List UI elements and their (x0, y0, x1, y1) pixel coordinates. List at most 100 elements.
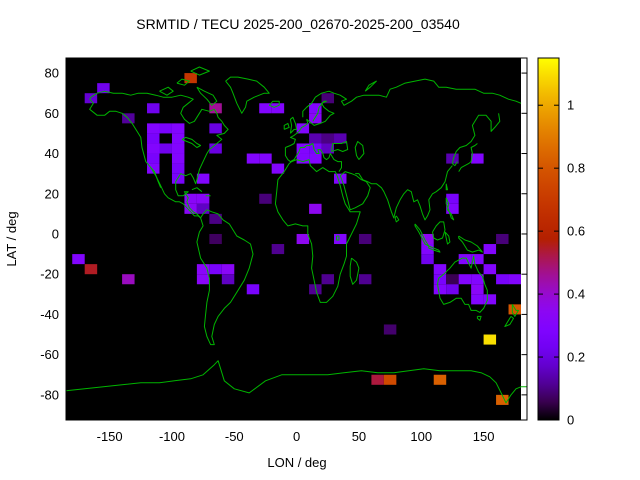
heatmap-cell (309, 113, 322, 124)
heatmap-cell (171, 173, 185, 184)
heatmap-cell (309, 143, 322, 154)
heatmap-cell (209, 264, 222, 275)
coastline (284, 143, 342, 172)
heatmap-cell (483, 244, 497, 255)
heatmap-cell (458, 274, 472, 285)
coastline (302, 78, 522, 118)
heatmap-cell (309, 103, 322, 114)
plot-border (65, 57, 528, 421)
heatmap-cell (97, 83, 110, 94)
heatmap-cell (433, 264, 447, 275)
coastline (354, 141, 365, 160)
heatmap-cell (446, 153, 459, 164)
heatmap-cell (471, 294, 484, 305)
y-tick-label: 80 (45, 66, 59, 81)
colorbar-border (537, 57, 560, 421)
chart-title: SRMTID / TECU 2025-200_02670-2025-200_03… (136, 16, 460, 32)
heatmap-cell (171, 153, 185, 164)
heatmap-cell (159, 123, 172, 134)
colorbar-gradient (538, 58, 559, 420)
coastline (191, 187, 203, 193)
heatmap-cell (383, 374, 397, 385)
coastline (451, 113, 501, 167)
coastline (289, 116, 298, 134)
y-tick-label: -60 (40, 347, 59, 362)
coastline (336, 235, 340, 241)
y-tick-label: 60 (45, 106, 59, 121)
coastline (285, 119, 309, 148)
x-tick-label: 100 (410, 429, 432, 444)
heatmap-cell (147, 143, 160, 154)
heatmap-cell (147, 153, 160, 164)
heatmap-cell (122, 274, 135, 285)
heatmap-cell (321, 93, 335, 104)
x-tick-label: 150 (473, 429, 495, 444)
coastline (349, 257, 360, 285)
coastline (176, 78, 190, 86)
coastline (159, 86, 174, 96)
y-tick-label: 20 (45, 186, 59, 201)
y-tick-label: -20 (40, 267, 59, 282)
heatmap-cell (321, 274, 335, 285)
heatmap-cell (209, 123, 222, 134)
x-tick-label: 0 (293, 429, 300, 444)
heatmap-cell (246, 153, 260, 164)
heatmap-cell (147, 123, 160, 134)
heatmap-cell (321, 143, 335, 154)
heatmap-cell (446, 284, 459, 295)
heatmap-cell (446, 193, 459, 204)
colorbar-tick-label: 0.4 (567, 287, 585, 302)
heatmap-cell (271, 163, 285, 174)
heatmap-cell (196, 173, 210, 184)
x-axis-label: LON / deg (267, 455, 326, 470)
heatmap-cell (184, 193, 197, 204)
heatmap-cell (508, 274, 521, 285)
heatmap-cell (433, 284, 447, 295)
heatmap-cell (471, 153, 484, 164)
coastline (428, 245, 441, 253)
heatmap-cell (471, 284, 484, 295)
heatmap-cell (221, 264, 235, 275)
heatmap-cell (196, 264, 210, 275)
heatmap-cell (296, 143, 310, 154)
heatmap-cell (184, 73, 197, 84)
coastline (432, 221, 446, 241)
coastline (364, 80, 377, 92)
x-tick-label: -50 (225, 429, 244, 444)
heatmap-cell (483, 264, 497, 275)
heatmap-cell (483, 334, 497, 345)
heatmap-cell (209, 103, 222, 114)
heatmap-cell (171, 133, 185, 144)
y-axis-label: LAT / deg (4, 211, 19, 266)
coastline (225, 76, 270, 114)
heatmap-cell (471, 254, 484, 265)
coastline (414, 223, 430, 247)
heatmap-cell (296, 123, 310, 134)
heatmap-cell (84, 93, 98, 104)
colorbar-tick-label: 0 (567, 413, 574, 428)
coastline (274, 159, 361, 303)
coastline (476, 315, 482, 321)
y-tick-label: -80 (40, 387, 59, 402)
heatmap-cell (209, 143, 222, 154)
colorbar-tick-label: 0.8 (567, 161, 585, 176)
heatmap-cell (259, 103, 272, 114)
x-tick-label: -100 (159, 429, 185, 444)
heatmap-cell (147, 163, 160, 174)
heatmap-cell (334, 173, 347, 184)
heatmap-cell (296, 233, 310, 245)
heatmap-cell (221, 274, 235, 285)
coastline (196, 209, 254, 346)
coastline (196, 86, 218, 106)
heatmap-cell (259, 193, 272, 204)
coastline (268, 100, 280, 108)
coastline (89, 98, 201, 219)
coastline (306, 100, 335, 126)
coastline (355, 165, 453, 221)
heatmap-cell (171, 123, 185, 134)
heatmap-cell (309, 284, 322, 295)
heatmap-cell (271, 244, 285, 255)
heatmap-cell (209, 213, 222, 224)
